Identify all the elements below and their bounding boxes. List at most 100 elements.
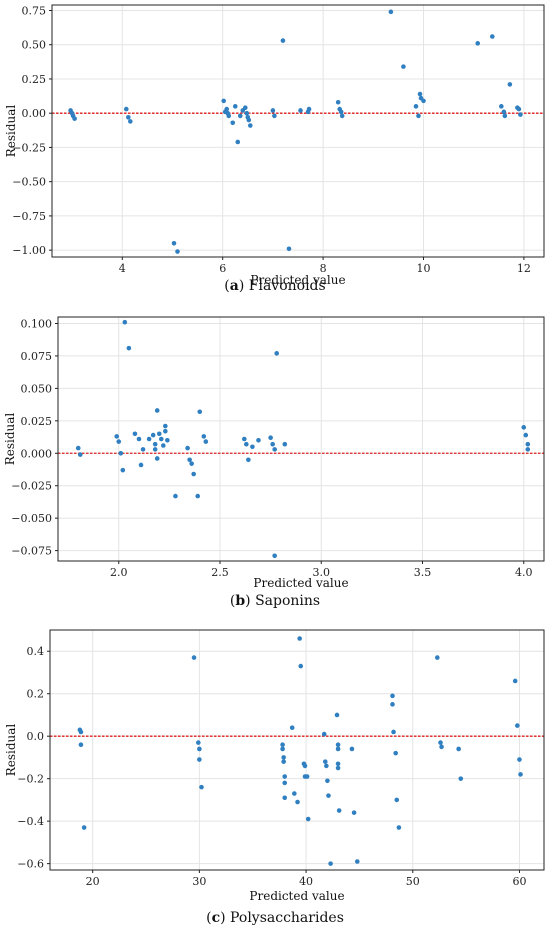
scatter-point — [338, 109, 344, 115]
scatter-point — [199, 784, 204, 790]
x-tick-label: 40 — [299, 875, 313, 888]
caption-letter: c — [212, 910, 221, 926]
scatter-panel-1: 2.0 2.5 3.0 3.5 4.0 −0.075 −0.050 −0.025 0.000 0.… — [3, 316, 545, 609]
scatter-point — [235, 139, 241, 145]
scatter-point — [521, 425, 527, 430]
caption-letter: a — [230, 278, 239, 294]
scatter-point — [246, 457, 251, 463]
scatter-point — [281, 759, 286, 764]
y-tick-label: −0.75 — [12, 210, 46, 223]
scatter-point — [197, 757, 202, 762]
scatter-point — [302, 763, 308, 769]
scatter-point — [185, 445, 190, 451]
scatter-point — [154, 408, 160, 413]
scatter-point — [456, 746, 461, 752]
scatter-point — [417, 91, 423, 97]
scatter-point — [388, 9, 394, 15]
scatter-point — [282, 795, 288, 801]
scatter-point — [515, 723, 520, 728]
y-tick-label: −0.50 — [12, 176, 46, 189]
scatter-point — [244, 441, 249, 447]
x-axis-label: Predicted value — [253, 576, 348, 590]
scatter-point — [475, 41, 481, 46]
x-tick-label: 3.0 — [313, 566, 331, 579]
scatter-point — [248, 123, 253, 128]
scatter-point — [242, 436, 247, 442]
x-axis-label: Predicted value — [249, 889, 344, 903]
panel-caption: (a) Flavonoids — [224, 278, 325, 294]
scatter-point — [197, 409, 203, 415]
scatter-point — [335, 765, 341, 771]
scatter-point — [242, 105, 248, 111]
panel-caption: (b) Saponins — [230, 593, 320, 609]
scatter-point — [489, 34, 495, 39]
scatter-point — [304, 774, 310, 779]
scatter-point — [246, 117, 252, 123]
panel-caption: (c) Polysaccharides — [206, 910, 344, 926]
x-tick-label: 12 — [517, 262, 531, 275]
scatter-point — [232, 104, 238, 109]
scatter-point — [334, 712, 340, 718]
scatter-point — [230, 120, 236, 126]
scatter-point — [518, 772, 523, 777]
scatter-point — [122, 319, 128, 325]
scatter-point — [226, 113, 232, 119]
scatter-point — [401, 64, 406, 69]
scatter-point — [282, 774, 288, 779]
scatter-point — [280, 742, 285, 747]
scatter-point — [165, 437, 170, 443]
scatter-point — [525, 441, 531, 447]
scatter-point — [171, 241, 177, 246]
scatter-point — [421, 98, 426, 104]
scatter-point — [282, 780, 288, 786]
scatter-point — [150, 432, 156, 438]
scatter-point — [339, 113, 345, 119]
scatter-point — [516, 106, 522, 112]
x-tick-label: 4.0 — [515, 566, 533, 579]
scatter-point — [439, 744, 444, 750]
scatter-point — [518, 112, 523, 117]
scatter-point — [394, 797, 400, 803]
scatter-point — [292, 791, 297, 796]
scatter-point — [146, 436, 152, 442]
scatter-point — [280, 38, 286, 43]
x-tick-label: 8 — [320, 262, 327, 275]
scatter-point — [140, 447, 146, 452]
scatter-point — [306, 106, 312, 112]
scatter-point — [132, 431, 138, 437]
scatter-point — [351, 810, 357, 815]
scatter-point — [438, 740, 443, 745]
scatter-point — [325, 778, 330, 784]
scatter-point — [335, 99, 341, 105]
caption-text: Flavonoids — [249, 278, 326, 294]
caption-letter: b — [235, 593, 245, 609]
caption-text: Saponins — [255, 593, 320, 609]
scatter-point — [196, 740, 201, 745]
scatter-point — [525, 447, 531, 452]
scatter-point — [201, 434, 207, 439]
scatter-point — [523, 432, 529, 438]
scatter-point — [272, 553, 277, 559]
scatter-point — [458, 776, 464, 781]
x-tick-label: 2.0 — [110, 566, 128, 579]
y-tick-label: 0.4 — [27, 645, 45, 658]
scatter-point — [328, 861, 333, 866]
y-tick-label: −0.025 — [11, 480, 52, 493]
scatter-point — [349, 746, 355, 752]
scatter-point — [173, 493, 178, 499]
scatter-point — [124, 106, 129, 112]
x-tick-label: 3.5 — [414, 566, 432, 579]
scatter-point — [280, 746, 285, 752]
x-axis-label: Predicted value — [250, 273, 345, 287]
scatter-point — [152, 441, 158, 447]
x-tick-label: 4 — [119, 262, 126, 275]
y-tick-label: 0.50 — [22, 39, 47, 52]
scatter-point — [289, 725, 295, 730]
plot-frame — [57, 316, 545, 562]
scatter-point — [499, 104, 504, 109]
scatter-point — [189, 461, 194, 466]
scatter-point — [336, 808, 342, 813]
scatter-point — [126, 345, 132, 351]
x-tick-label: 10 — [417, 262, 431, 275]
